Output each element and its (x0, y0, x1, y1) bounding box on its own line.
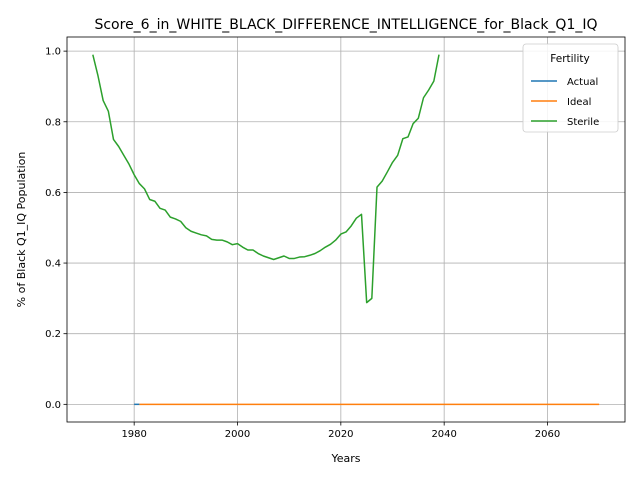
plot-frame (66, 36, 626, 423)
legend-label-ideal: Ideal (567, 97, 591, 108)
x-tick-label: 2060 (535, 429, 560, 440)
legend-entries: Actual Ideal Sterile (531, 77, 599, 128)
y-axis-ticks: 0.0 0.2 0.4 0.6 0.8 1.0 (45, 47, 67, 411)
y-tick-label: 0.4 (45, 259, 61, 270)
legend-frame (522, 43, 619, 133)
y-tick-label: 0.0 (45, 400, 61, 411)
legend-label-sterile: Sterile (567, 117, 599, 128)
series-layer (92, 54, 600, 406)
x-axis-ticks: 1980 2000 2020 2040 2060 (121, 422, 560, 440)
y-tick-label: 0.2 (45, 329, 61, 340)
legend: Fertility Actual Ideal Sterile (522, 43, 619, 133)
legend-label-actual: Actual (567, 77, 598, 88)
y-axis-label: % of Black Q1_IQ Population (15, 152, 28, 308)
y-tick-label: 0.8 (45, 117, 61, 128)
y-tick-label: 1.0 (45, 47, 61, 58)
x-tick-label: 2040 (431, 429, 456, 440)
y-tick-label: 0.6 (45, 188, 61, 199)
x-tick-label: 2020 (328, 429, 353, 440)
x-tick-label: 2000 (225, 429, 250, 440)
legend-title: Fertility (550, 53, 589, 65)
x-axis-label: Years (330, 452, 360, 465)
x-tick-label: 1980 (121, 429, 146, 440)
series-line-sterile (92, 54, 440, 304)
chart-title: Score_6_in_WHITE_BLACK_DIFFERENCE_INTELL… (94, 17, 597, 33)
